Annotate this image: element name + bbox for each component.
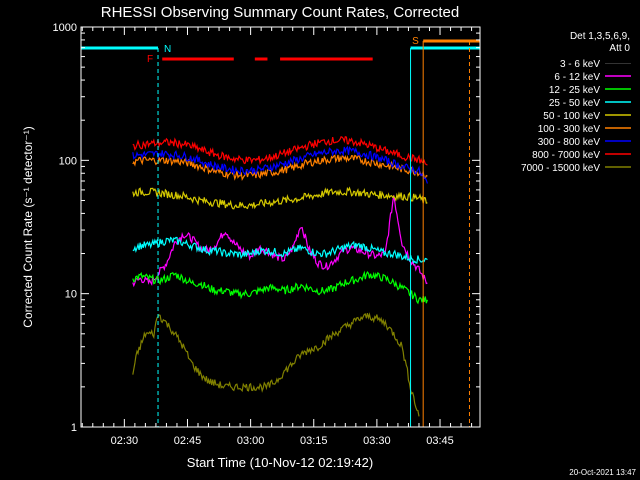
x-tick-label: 02:45 — [174, 435, 202, 447]
legend-label: 100 - 300 keV — [538, 124, 601, 135]
axis-layer: 1 10 100 1000 02:30 02:45 03:00 03:15 03:30 03:45 — [53, 22, 480, 447]
plot-frame — [80, 26, 481, 428]
legend-label: 800 - 7000 keV — [532, 150, 600, 161]
series-line — [132, 236, 428, 264]
legend-label: 3 - 6 keV — [560, 59, 600, 70]
y-tick-label: 100 — [59, 155, 77, 167]
y-tick-label: 1 — [71, 422, 77, 434]
legend-label: 300 - 800 keV — [538, 137, 601, 148]
series-line — [132, 186, 428, 210]
legend-label: 7000 - 15000 keV — [521, 163, 600, 174]
x-axis-label: Start Time (10-Nov-12 02:19:42) — [187, 455, 373, 470]
legend-header: Att 0 — [609, 43, 630, 54]
series-line — [132, 135, 428, 166]
legend-header: Det 1,3,5,6,9, — [570, 31, 630, 42]
series-line — [132, 145, 428, 184]
flag-s-label: S — [412, 36, 419, 47]
chart-title: RHESSI Observing Summary Count Rates, Co… — [101, 4, 459, 21]
series-line — [132, 270, 428, 305]
series-line — [132, 228, 428, 428]
y-tick-label: 1000 — [53, 22, 77, 34]
x-tick-label: 03:45 — [426, 435, 454, 447]
x-tick-label: 02:30 — [111, 435, 139, 447]
timestamp: 20-Oct-2021 13:47 — [569, 468, 636, 477]
legend: Det 1,3,5,6,9,Att 0 3 - 6 keV 6 - 12 keV 12… — [521, 31, 631, 174]
flag-n-label: N — [164, 44, 171, 55]
series-line — [132, 312, 420, 417]
x-tick-label: 03:15 — [300, 435, 328, 447]
series-layer — [132, 135, 428, 428]
legend-label: 6 - 12 keV — [554, 72, 600, 83]
flag-f-label: F — [147, 54, 153, 65]
legend-label: 25 - 50 keV — [549, 98, 600, 109]
y-axis-label: Corrected Count Rate (s⁻¹ detector⁻¹) — [21, 126, 35, 327]
x-tick-label: 03:30 — [363, 435, 391, 447]
y-tick-label: 10 — [65, 289, 77, 301]
x-tick-label: 03:00 — [237, 435, 265, 447]
legend-label: 12 - 25 keV — [549, 85, 600, 96]
legend-label: 50 - 100 keV — [543, 111, 600, 122]
series-line — [132, 154, 428, 181]
